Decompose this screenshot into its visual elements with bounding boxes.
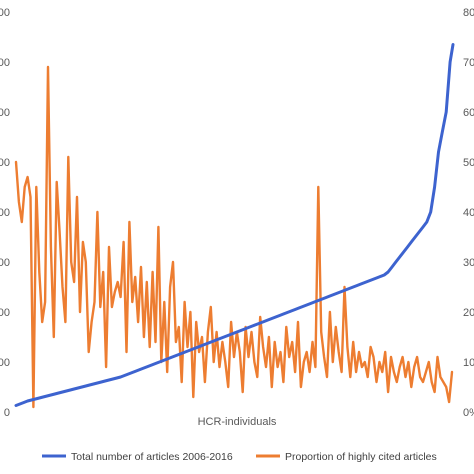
- series-line-articles: [14, 43, 455, 407]
- right-tick-label: 10%: [463, 357, 474, 369]
- right-tick-label: 20%: [463, 307, 474, 319]
- left-tick-label: 600: [0, 107, 10, 119]
- left-tick-label: 100: [0, 357, 10, 369]
- x-axis-title: HCR-individuals: [198, 416, 277, 428]
- right-axis-ticks: 0% 10% 20% 30% 40% 50% 60% 70% 80%: [463, 7, 474, 419]
- right-tick-label: 50%: [463, 157, 474, 169]
- legend-label-articles: Total number of articles 2006-2016: [71, 451, 233, 463]
- legend: Total number of articles 2006-2016 Propo…: [42, 451, 437, 463]
- series-lines: [14, 43, 455, 409]
- series-line-proportion: [14, 65, 454, 409]
- left-tick-label: 300: [0, 257, 10, 269]
- left-tick-label: 700: [0, 57, 10, 69]
- right-tick-label: 60%: [463, 107, 474, 119]
- left-tick-label: 400: [0, 207, 10, 219]
- right-tick-label: 40%: [463, 207, 474, 219]
- left-tick-label: 0: [4, 407, 10, 419]
- left-tick-label: 500: [0, 157, 10, 169]
- left-axis-ticks: 0 100 200 300 400 500 600 700 800: [0, 7, 10, 419]
- right-tick-label: 0%: [463, 407, 474, 419]
- left-tick-label: 800: [0, 7, 10, 19]
- right-tick-label: 30%: [463, 257, 474, 269]
- right-tick-label: 70%: [463, 57, 474, 69]
- left-tick-label: 200: [0, 307, 10, 319]
- legend-label-proportion: Proportion of highly cited articles: [285, 451, 437, 463]
- right-tick-label: 80%: [463, 7, 474, 19]
